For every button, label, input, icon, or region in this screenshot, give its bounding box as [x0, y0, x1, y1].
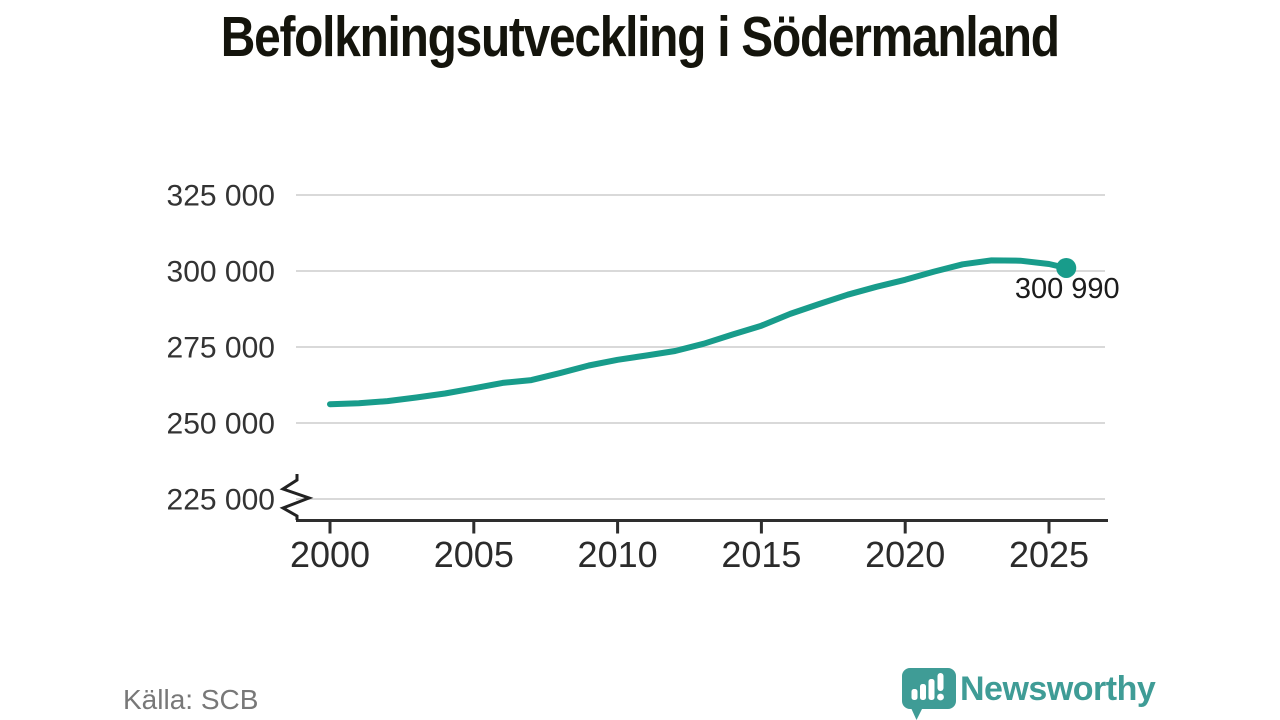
x-axis-tick-label: 2010	[578, 534, 658, 575]
brand-name: Newsworthy	[960, 670, 1156, 708]
bar-tall	[928, 679, 935, 700]
source-note: Källa: SCB	[123, 684, 259, 715]
x-axis-tick-label: 2015	[721, 534, 801, 575]
end-value-label: 300 990	[1015, 273, 1120, 305]
y-axis-tick-label: 275 000	[167, 332, 275, 365]
axis-break-icon	[279, 474, 314, 520]
bar-short	[911, 689, 918, 700]
x-axis-tick-label: 2020	[865, 534, 945, 575]
series-end-dot	[1056, 257, 1077, 278]
exclamation-dot	[937, 693, 944, 701]
chart-title-row: Befolkningsutveckling i Södermanland	[0, 4, 1280, 70]
x-axis-tick-label: 2025	[1009, 534, 1089, 575]
x-axis-tick-label: 2000	[290, 534, 370, 575]
y-axis-tick-label: 325 000	[167, 180, 275, 213]
exclamation-bar	[937, 673, 944, 691]
x-axis-tick-label: 2005	[434, 534, 514, 575]
bar-medium	[920, 684, 926, 700]
population-series-line	[327, 257, 1070, 408]
y-axis-tick-label: 250 000	[167, 408, 275, 441]
newsworthy-logo: Newsworthy	[898, 664, 1168, 720]
chart-title: Befolkningsutveckling i Södermanland	[221, 5, 1060, 69]
y-axis-tick-label: 225 000	[167, 484, 275, 517]
newsworthy-bubble-icon	[902, 668, 956, 720]
y-axis-tick-label: 300 000	[167, 256, 275, 289]
